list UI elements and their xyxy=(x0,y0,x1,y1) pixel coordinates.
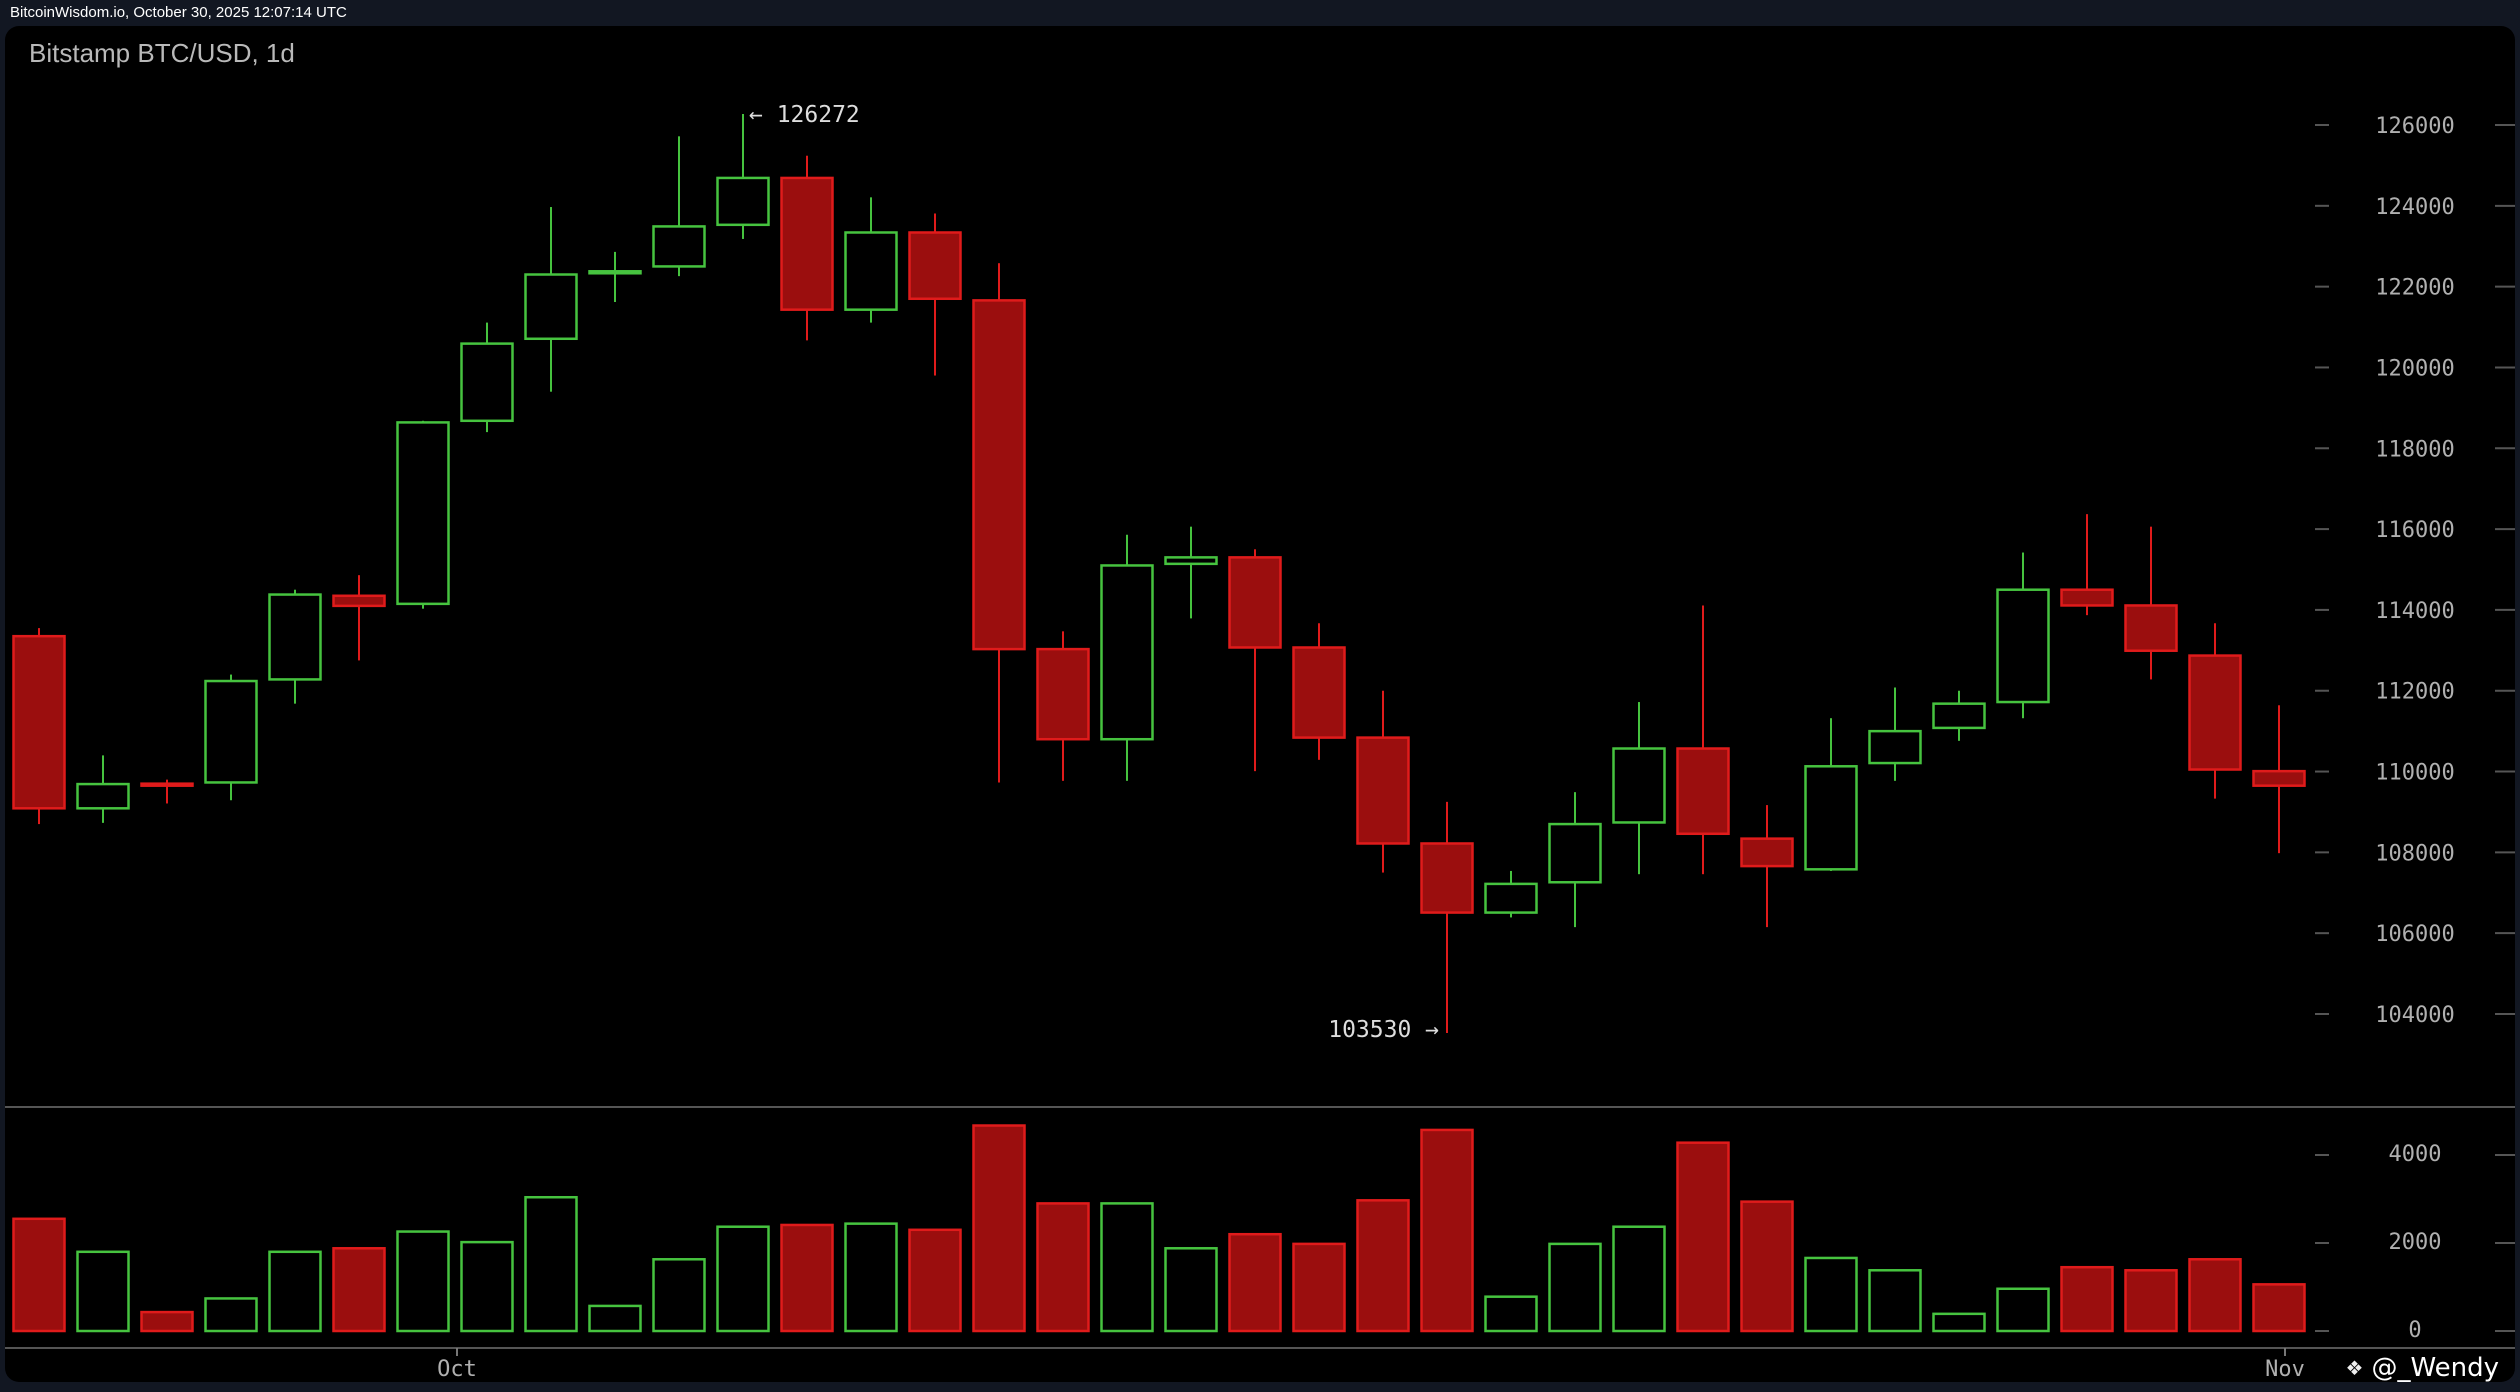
volume-bar-up xyxy=(1548,1242,1602,1333)
candle-up xyxy=(1548,822,1602,884)
volume-bar-down xyxy=(2252,1283,2306,1333)
volume-bar-up xyxy=(1868,1269,1922,1333)
candle-up xyxy=(396,421,450,606)
volume-bar-up xyxy=(844,1222,898,1333)
candle-up xyxy=(844,231,898,311)
watermark: ❖ @_Wendy xyxy=(2346,1354,2500,1382)
candle-down xyxy=(1676,747,1730,836)
date-tick-label: Nov xyxy=(2265,1357,2305,1382)
candle-up xyxy=(652,225,706,268)
volume-bar-up xyxy=(1484,1295,1538,1333)
candle-up xyxy=(1164,556,1218,566)
volume-bar-down xyxy=(1676,1141,1730,1333)
volume-bar-down xyxy=(780,1223,834,1333)
extreme-price-annotation: 103530 → xyxy=(1328,1017,1439,1043)
volume-bar-down xyxy=(1356,1199,1410,1333)
price-tick-label: 124000 xyxy=(2375,195,2454,220)
candle-down xyxy=(1420,842,1474,914)
price-tick-label: 118000 xyxy=(2375,437,2454,462)
volume-bar-up xyxy=(396,1230,450,1333)
volume-tick-label: 4000 xyxy=(2389,1142,2442,1167)
candle-down xyxy=(2060,588,2114,607)
price-tick-label: 126000 xyxy=(2375,114,2454,139)
volume-tick-label: 2000 xyxy=(2389,1230,2442,1255)
candle-down xyxy=(780,176,834,311)
volume-bar-up xyxy=(1100,1202,1154,1333)
candle-down xyxy=(332,594,386,608)
volume-bar-down xyxy=(2124,1269,2178,1333)
candle-down xyxy=(972,299,1026,651)
chart-panel: 104000 106000 108000 110000 112000 114000 1160… xyxy=(5,26,2515,1382)
volume-bar-down xyxy=(908,1228,962,1333)
candle-up xyxy=(1100,564,1154,741)
volume-bar-up xyxy=(716,1225,770,1333)
candle-up xyxy=(204,679,258,784)
volume-bar-down xyxy=(1420,1128,1474,1333)
candle-down xyxy=(1228,556,1282,649)
volume-bar-up xyxy=(1932,1312,1986,1333)
extreme-price-annotation: ← 126272 xyxy=(749,102,860,128)
candle-down xyxy=(2124,604,2178,652)
volume-bar-down xyxy=(1740,1200,1794,1333)
price-tick-label: 116000 xyxy=(2375,518,2454,543)
candle-down xyxy=(140,782,194,787)
volume-bar-up xyxy=(1612,1225,1666,1333)
date-tick-label: Oct xyxy=(437,1357,477,1382)
price-tick-label: 114000 xyxy=(2375,599,2454,624)
volume-bar-up xyxy=(1996,1287,2050,1333)
volume-bar-down xyxy=(972,1124,1026,1333)
watermark-text: @_Wendy xyxy=(2371,1353,2499,1382)
candle-up xyxy=(524,273,578,341)
candle-up xyxy=(1932,702,1986,730)
binance-diamond-icon: ❖ xyxy=(2345,1356,2364,1380)
price-tick-label: 120000 xyxy=(2375,356,2454,381)
candle-down xyxy=(2252,769,2306,787)
volume-bar-up xyxy=(588,1304,642,1333)
price-tick-label: 104000 xyxy=(2375,1003,2454,1028)
volume-bar-down xyxy=(12,1217,66,1333)
volume-bar-up xyxy=(1804,1256,1858,1333)
candle-up xyxy=(588,270,642,275)
price-tick-label: 108000 xyxy=(2375,841,2454,866)
price-tick-label: 122000 xyxy=(2375,276,2454,301)
volume-bar-up xyxy=(1164,1247,1218,1333)
candle-down xyxy=(1292,646,1346,739)
volume-bar-down xyxy=(1292,1242,1346,1333)
chart-title: Bitstamp BTC/USD, 1d xyxy=(29,38,295,68)
volume-bar-up xyxy=(76,1250,130,1333)
volume-bar-down xyxy=(2188,1258,2242,1333)
candle-down xyxy=(1356,736,1410,845)
volume-tick-label: 0 xyxy=(2408,1318,2421,1343)
candle-down xyxy=(1740,837,1794,868)
price-tick-label: 110000 xyxy=(2375,761,2454,786)
volume-bar-down xyxy=(140,1310,194,1333)
volume-bar-down xyxy=(2060,1265,2114,1333)
candle-up xyxy=(716,176,770,227)
candle-down xyxy=(2188,654,2242,771)
candle-up xyxy=(1868,729,1922,765)
volume-bar-up xyxy=(652,1258,706,1333)
volume-bar-up xyxy=(460,1240,514,1333)
volume-bar-up xyxy=(524,1195,578,1333)
candle-up xyxy=(268,593,322,681)
price-tick-label: 106000 xyxy=(2375,922,2454,947)
candle-down xyxy=(1036,647,1090,741)
candle-up xyxy=(76,782,130,810)
candle-up xyxy=(1612,747,1666,824)
candle-up xyxy=(1996,588,2050,704)
volume-bar-up xyxy=(268,1250,322,1333)
volume-bar-up xyxy=(204,1297,258,1333)
top-bar: BitcoinWisdom.io, October 30, 2025 12:07… xyxy=(0,0,2520,26)
price-tick-label: 112000 xyxy=(2375,680,2454,705)
volume-bar-down xyxy=(332,1247,386,1333)
volume-bar-down xyxy=(1036,1202,1090,1333)
source-timestamp: BitcoinWisdom.io, October 30, 2025 12:07… xyxy=(10,4,347,21)
volume-bar-down xyxy=(1228,1232,1282,1333)
candle-down xyxy=(908,231,962,301)
candle-down xyxy=(12,634,66,810)
candlestick-chart: 104000 106000 108000 110000 112000 114000 1160… xyxy=(5,102,2515,1382)
candle-up xyxy=(460,342,514,423)
candle-up xyxy=(1804,765,1858,871)
candle-up xyxy=(1484,882,1538,914)
